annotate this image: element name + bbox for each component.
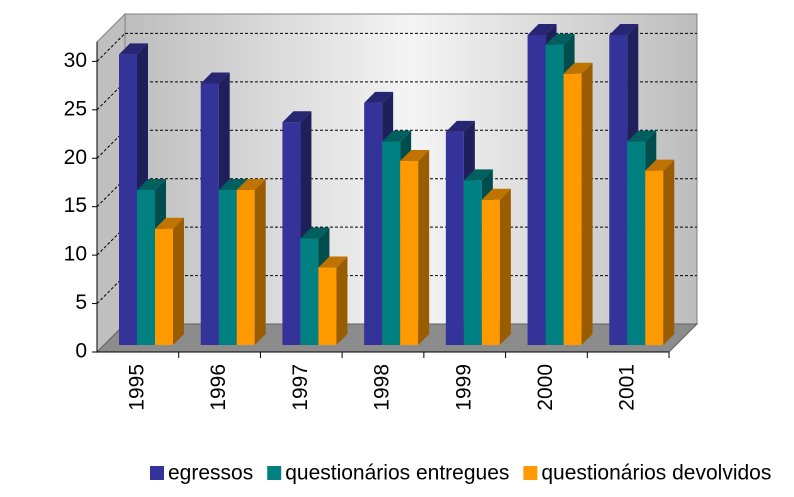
bar-top: [527, 24, 557, 35]
x-tick-label: 1995: [125, 364, 148, 411]
bar-front: [300, 238, 319, 345]
bar-top: [400, 149, 430, 161]
bar-top: [137, 179, 166, 190]
bar-front: [609, 35, 628, 345]
y-tick-label: 25: [64, 97, 87, 120]
legend-swatch: [523, 466, 538, 480]
bar-top: [318, 256, 348, 268]
y-tick-label: 5: [75, 291, 87, 314]
bar-front: [481, 199, 500, 345]
bar-top: [200, 72, 230, 84]
grid-line: [96, 33, 126, 62]
x-tick-label: 1996: [207, 364, 230, 411]
bar-front: [463, 180, 482, 345]
bar: [400, 149, 430, 345]
y-tick-label: 30: [64, 49, 87, 72]
bar-top: [481, 188, 511, 200]
bar-top: [382, 130, 412, 142]
x-tick-label: 2000: [534, 364, 557, 411]
bar-front: [445, 131, 464, 345]
y-tick-label: 10: [64, 243, 87, 266]
legend-label: questionários entregues: [285, 462, 509, 485]
bar-front: [119, 54, 137, 345]
bar-front: [200, 83, 219, 345]
bar-top: [218, 179, 248, 190]
x-tick-label: 1998: [371, 364, 394, 411]
bar-top: [545, 33, 575, 45]
legend-label: questionários devolvidos: [541, 462, 771, 485]
bar-top: [155, 217, 184, 229]
bar-side: [663, 159, 675, 345]
bar-top: [445, 120, 475, 132]
legend-swatch: [150, 466, 164, 480]
bar: [318, 256, 348, 345]
bar: [236, 179, 266, 345]
bar-front: [563, 73, 582, 345]
bar-front: [218, 190, 237, 345]
bar-top: [236, 179, 266, 190]
legend-swatch: [267, 466, 282, 480]
bar-top: [463, 169, 493, 181]
y-tick-label: 15: [64, 194, 87, 217]
legend-label: egressos: [168, 462, 253, 485]
bar-front: [318, 267, 337, 345]
bar: [563, 62, 593, 345]
bar-side: [336, 256, 348, 345]
bar-front: [627, 141, 646, 345]
bar-front: [236, 190, 255, 345]
bar-top: [563, 62, 593, 74]
bar-top: [645, 159, 675, 171]
bar-top: [609, 24, 639, 35]
bar-top: [300, 227, 330, 239]
bar-front: [545, 44, 564, 345]
bar-front: [155, 228, 173, 345]
bar-front: [282, 122, 301, 345]
x-tick-label: 1997: [289, 364, 312, 411]
bar-front: [527, 35, 546, 345]
x-tick-label: 1999: [452, 364, 475, 411]
x-tick-label: 2001: [616, 364, 639, 411]
bar-front: [400, 160, 419, 345]
bar-side: [418, 149, 430, 345]
bar-side: [581, 62, 593, 345]
bar-side: [254, 179, 266, 345]
bar-front: [364, 102, 383, 345]
bar-top: [282, 111, 312, 123]
bar: [645, 159, 675, 345]
bar-side: [173, 217, 184, 345]
bar-top: [627, 130, 657, 142]
bar-front: [137, 190, 155, 345]
bar-top: [119, 43, 148, 55]
y-tick-label: 0: [75, 340, 87, 363]
bar-top: [364, 91, 394, 103]
bar: [155, 217, 184, 345]
bar-front: [382, 141, 401, 345]
bar-side: [499, 188, 511, 345]
bar: [481, 188, 511, 345]
bar-front: [645, 170, 664, 345]
y-tick-label: 20: [64, 146, 87, 169]
